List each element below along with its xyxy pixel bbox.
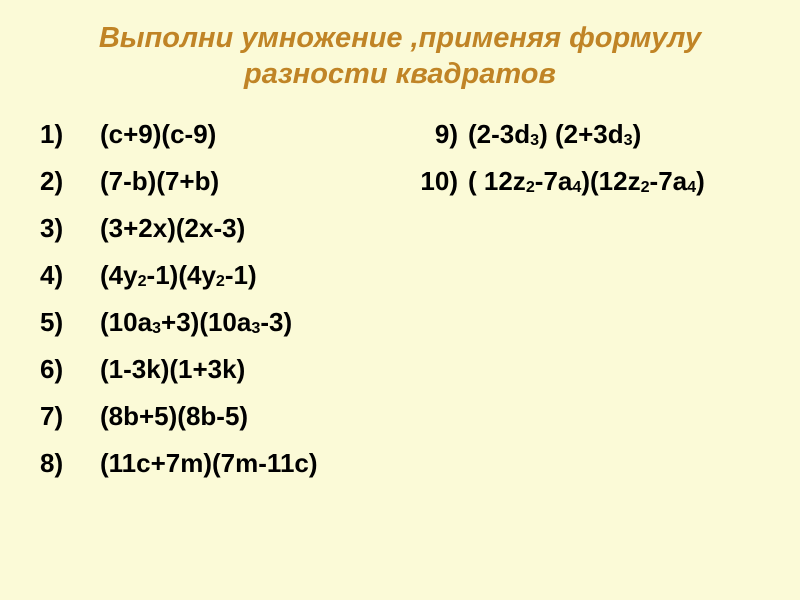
title-line-1: Выполни умножение ,применяя формулу: [99, 22, 701, 54]
item-expression: (c+9)(c-9): [100, 121, 216, 147]
list-item: 2)(7-b)(7+b): [40, 168, 390, 194]
list-item: 4)(4y2-1)(4y2-1): [40, 262, 390, 288]
item-expression: (7-b)(7+b): [100, 168, 219, 194]
slide-title: Выполни умножение ,применяя формулу разн…: [40, 20, 760, 93]
list-item: 10)( 12z2-7a4)(12z2-7a4): [390, 168, 760, 194]
right-column: 9)(2-3d3) (2+3d3)10)( 12z2-7a4)(12z2-7a4…: [390, 121, 760, 497]
list-item: 8)(11c+7m)(7m-11c): [40, 450, 390, 476]
item-expression: (10a3+3)(10a3-3): [100, 309, 292, 335]
item-number: 3): [40, 215, 100, 241]
list-item: 9)(2-3d3) (2+3d3): [390, 121, 760, 147]
list-item: 5)(10a3+3)(10a3-3): [40, 309, 390, 335]
list-item: 7)(8b+5)(8b-5): [40, 403, 390, 429]
item-number: 6): [40, 356, 100, 382]
item-expression: (3+2x)(2x-3): [100, 215, 245, 241]
content-columns: 1)(c+9)(c-9)2)(7-b)(7+b)3)(3+2x)(2x-3)4)…: [40, 121, 760, 497]
item-expression: (11c+7m)(7m-11c): [100, 450, 318, 476]
item-expression: (1-3k)(1+3k): [100, 356, 245, 382]
item-expression: (2-3d3) (2+3d3): [468, 121, 641, 147]
item-number: 5): [40, 309, 100, 335]
item-number: 4): [40, 262, 100, 288]
item-expression: (8b+5)(8b-5): [100, 403, 248, 429]
left-column: 1)(c+9)(c-9)2)(7-b)(7+b)3)(3+2x)(2x-3)4)…: [40, 121, 390, 497]
list-item: 3)(3+2x)(2x-3): [40, 215, 390, 241]
item-number: 7): [40, 403, 100, 429]
item-number: 8): [40, 450, 100, 476]
item-number: 10): [390, 168, 468, 194]
list-item: 1)(c+9)(c-9): [40, 121, 390, 147]
list-item: 6)(1-3k)(1+3k): [40, 356, 390, 382]
item-number: 2): [40, 168, 100, 194]
title-line-2: разности квадратов: [244, 58, 556, 90]
item-number: 1): [40, 121, 100, 147]
item-expression: (4y2-1)(4y2-1): [100, 262, 257, 288]
item-expression: ( 12z2-7a4)(12z2-7a4): [468, 168, 705, 194]
item-number: 9): [390, 121, 468, 147]
